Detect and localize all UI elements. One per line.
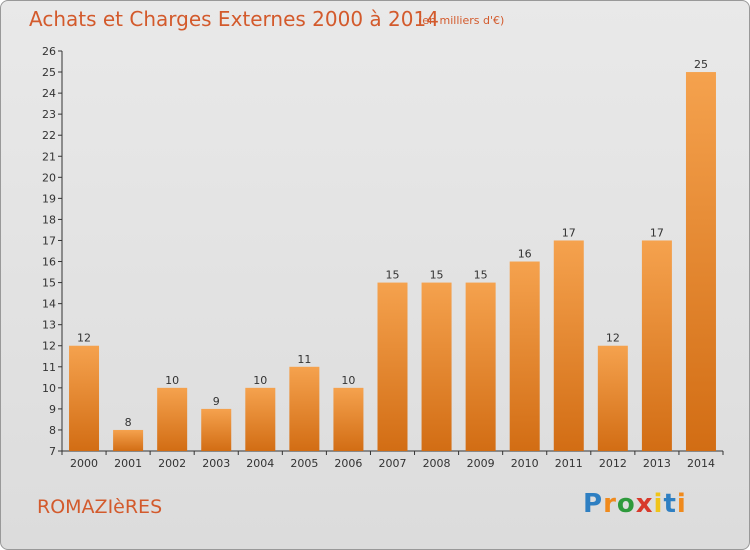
y-tick-label: 18 bbox=[42, 213, 56, 226]
logo-letter: r bbox=[603, 489, 617, 519]
data-label-2004: 10 bbox=[253, 374, 267, 387]
bar-2006 bbox=[333, 387, 364, 451]
chart-subtitle: (en milliers d'€) bbox=[418, 14, 505, 27]
data-label-2011: 17 bbox=[562, 226, 576, 239]
bar-2009 bbox=[465, 282, 496, 451]
bar-2012 bbox=[597, 345, 628, 451]
data-label-2009: 15 bbox=[474, 269, 488, 282]
data-label-2000: 12 bbox=[77, 332, 91, 345]
x-tick-label-2010: 2010 bbox=[511, 457, 539, 470]
y-tick-label: 14 bbox=[42, 298, 56, 311]
y-tick-label: 10 bbox=[42, 382, 56, 395]
y-tick-label: 16 bbox=[42, 256, 56, 269]
logo-letter: o bbox=[616, 489, 636, 519]
y-tick-label: 24 bbox=[42, 87, 56, 100]
y-tick-label: 23 bbox=[42, 108, 56, 121]
x-tick-label-2001: 2001 bbox=[114, 457, 142, 470]
y-tick-label: 11 bbox=[42, 361, 56, 374]
bar-2002 bbox=[157, 387, 188, 451]
bar-2007 bbox=[377, 282, 408, 451]
y-tick-label: 19 bbox=[42, 192, 56, 205]
data-label-2001: 8 bbox=[125, 416, 132, 429]
data-label-2006: 10 bbox=[341, 374, 355, 387]
x-tick-label-2007: 2007 bbox=[379, 457, 407, 470]
chart-axes: 7 8 9 10 11 12 13 14 15 16 17 18 19 20 21 22 23 24 25 26 200… bbox=[42, 45, 724, 470]
y-tick-label: 22 bbox=[42, 129, 56, 142]
bar-2005 bbox=[289, 366, 320, 451]
x-tick-label-2011: 2011 bbox=[555, 457, 583, 470]
y-tick-label: 25 bbox=[42, 66, 56, 79]
bar-2001 bbox=[113, 429, 144, 451]
bar-2011 bbox=[553, 240, 584, 451]
bar-2013 bbox=[641, 240, 672, 451]
logo-letter: x bbox=[635, 489, 654, 519]
y-tick-label: 26 bbox=[42, 45, 56, 58]
x-tick-label-2006: 2006 bbox=[334, 457, 362, 470]
data-label-2002: 10 bbox=[165, 374, 179, 387]
x-tick-label-2009: 2009 bbox=[467, 457, 495, 470]
y-tick-label: 12 bbox=[42, 340, 56, 353]
proxiti-logo: Proxiti bbox=[583, 489, 687, 519]
y-tick-label: 17 bbox=[42, 234, 56, 247]
y-tick-label: 15 bbox=[42, 277, 56, 290]
logo-letter: t bbox=[663, 489, 677, 519]
data-label-2007: 15 bbox=[386, 269, 400, 282]
bar-2014 bbox=[685, 72, 716, 451]
data-label-2010: 16 bbox=[518, 248, 532, 261]
y-tick-label: 20 bbox=[42, 171, 56, 184]
y-tick-label: 9 bbox=[49, 403, 56, 416]
x-tick-label-2005: 2005 bbox=[290, 457, 318, 470]
x-tick-label-2013: 2013 bbox=[643, 457, 671, 470]
x-tick-label-2004: 2004 bbox=[246, 457, 274, 470]
x-tick-label-2014: 2014 bbox=[687, 457, 715, 470]
chart-bars: 12 8 10 9 10 11 10 15 15 15 16 17 12 17 25 bbox=[69, 58, 716, 451]
x-tick-label-2008: 2008 bbox=[423, 457, 451, 470]
logo-letter: i bbox=[676, 489, 687, 519]
data-label-2013: 17 bbox=[650, 226, 664, 239]
bar-2008 bbox=[421, 282, 452, 451]
bar-2003 bbox=[201, 408, 232, 451]
chart-title: Achats et Charges Externes 2000 à 2014 bbox=[29, 7, 439, 31]
data-label-2008: 15 bbox=[430, 269, 444, 282]
x-tick-label-2000: 2000 bbox=[70, 457, 98, 470]
logo-letter: i bbox=[653, 489, 664, 519]
x-tick-label-2002: 2002 bbox=[158, 457, 186, 470]
bar-2004 bbox=[245, 387, 276, 451]
y-tick-label: 21 bbox=[42, 150, 56, 163]
bar-2010 bbox=[509, 261, 540, 451]
y-tick-label: 8 bbox=[49, 424, 56, 437]
logo-letter: P bbox=[583, 489, 604, 519]
bar-2000 bbox=[69, 345, 100, 451]
x-tick-label-2003: 2003 bbox=[202, 457, 230, 470]
x-tick-label-2012: 2012 bbox=[599, 457, 627, 470]
data-label-2012: 12 bbox=[606, 332, 620, 345]
y-tick-label: 7 bbox=[49, 445, 56, 458]
data-label-2014: 25 bbox=[694, 58, 708, 71]
commune-name: ROMAZIèRES bbox=[37, 496, 163, 518]
data-label-2003: 9 bbox=[213, 395, 220, 408]
y-tick-label: 13 bbox=[42, 319, 56, 332]
data-label-2005: 11 bbox=[297, 353, 311, 366]
